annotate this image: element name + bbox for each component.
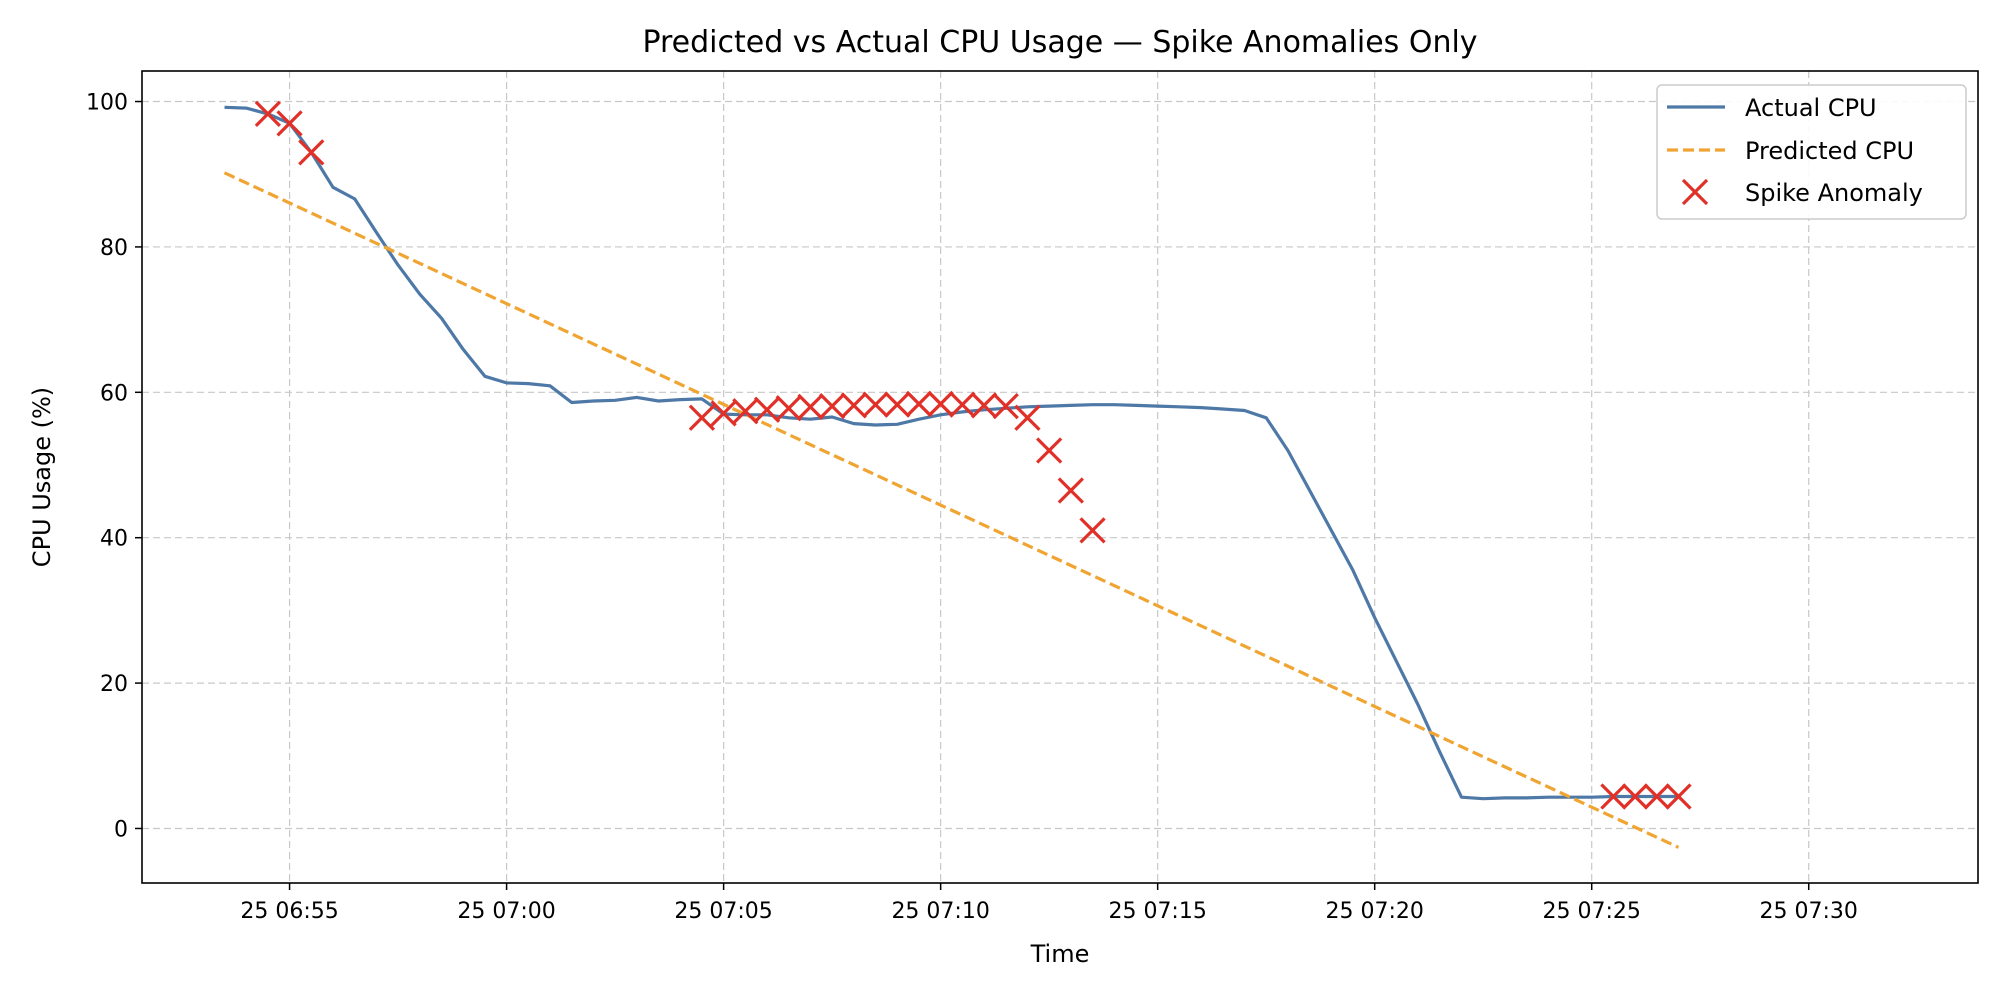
y-tick-label: 100 [86, 91, 128, 116]
spike-anomaly-marker [1079, 517, 1106, 544]
legend-predicted-label: Predicted CPU [1745, 137, 1914, 165]
x-axis-label: Time [1030, 940, 1090, 968]
spike-anomaly-marker [840, 392, 867, 419]
spike-anomaly-marker [276, 110, 303, 137]
series-layer [223, 100, 1692, 849]
grid [142, 71, 1978, 883]
y-tick-label: 60 [100, 381, 128, 406]
x-tick-label: 25 07:05 [674, 899, 772, 924]
y-axis-label: CPU Usage (%) [28, 387, 56, 567]
legend-actual-label: Actual CPU [1745, 94, 1877, 122]
spike-anomaly-marker [818, 392, 846, 420]
spike-anomaly-marker [1036, 437, 1063, 464]
x-axis: 25 06:55 25 07:00 25 07:05 25 07:10 25 07:15… [240, 883, 1858, 924]
spike-anomaly-marker [1600, 783, 1627, 810]
x-tick-label: 25 07:20 [1325, 899, 1423, 924]
legend-anomaly-label: Spike Anomaly [1745, 179, 1923, 207]
spike-anomaly-marker [753, 396, 781, 423]
spike-anomaly-marker [905, 390, 933, 418]
plot-frame [141, 70, 1979, 884]
y-tick-label: 80 [100, 236, 128, 261]
chart-title: Predicted vs Actual CPU Usage — Spike An… [642, 25, 1477, 60]
y-tick-label: 40 [100, 527, 128, 552]
legend: Actual CPU Predicted CPU Spike Anomaly [1656, 84, 1967, 220]
spike-anomaly-marker [1665, 783, 1692, 810]
spike-anomaly-marker [797, 393, 824, 420]
y-axis: 0 20 40 60 80 100 [86, 91, 142, 842]
legend-anomaly-swatch [1681, 178, 1709, 206]
spike-anomaly-marker [732, 398, 759, 425]
spike-anomaly-marker [949, 391, 976, 418]
spike-anomaly-marker [927, 390, 954, 418]
spike-anomaly-marker [775, 395, 802, 422]
x-tick-label: 25 07:00 [457, 899, 555, 924]
x-tick-label: 25 07:15 [1108, 899, 1206, 924]
spike-anomaly-marker [862, 391, 889, 418]
spike-anomaly-marker [970, 392, 998, 419]
spike-anomaly-marker [1621, 783, 1649, 810]
y-tick-label: 0 [114, 817, 128, 842]
predicted-cpu-line [223, 171, 1680, 849]
spike-anomaly-marker [688, 404, 716, 431]
spike-anomaly-marker [992, 392, 1019, 420]
spike-anomaly-marker [710, 400, 737, 427]
spike-anomaly-series [254, 100, 1692, 810]
spike-anomaly-marker [298, 139, 325, 166]
spike-anomaly-marker [1057, 477, 1084, 504]
spike-anomaly-marker [884, 391, 911, 418]
spike-anomaly-marker [1014, 404, 1041, 431]
spike-anomaly-marker [1643, 783, 1670, 810]
legend-box [1656, 84, 1967, 220]
x-tick-label: 25 07:10 [891, 899, 989, 924]
x-tick-label: 25 07:30 [1760, 899, 1858, 924]
x-tick-label: 25 06:55 [240, 899, 338, 924]
spike-anomaly-marker [254, 100, 282, 128]
y-tick-label: 20 [100, 672, 128, 697]
x-tick-label: 25 07:25 [1543, 899, 1641, 924]
